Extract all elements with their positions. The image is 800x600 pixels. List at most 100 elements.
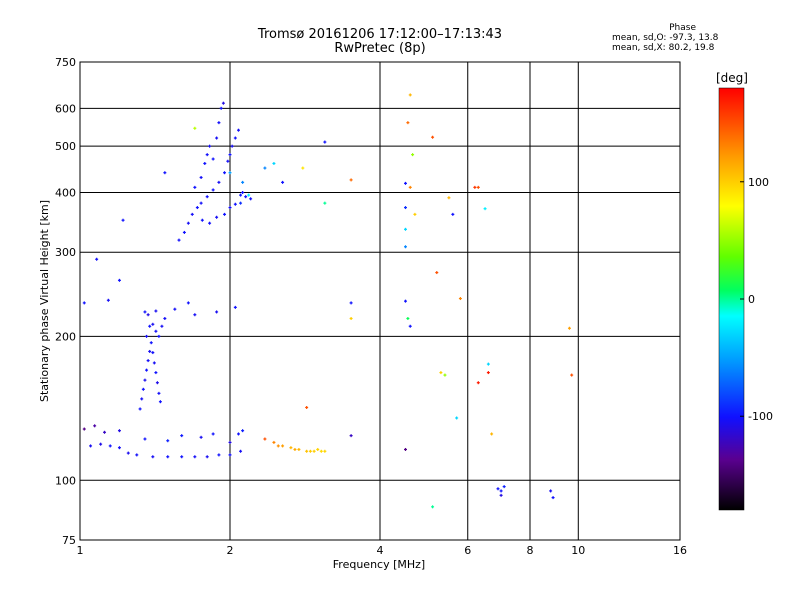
data-point <box>228 453 232 457</box>
data-point <box>458 297 462 301</box>
data-point <box>163 316 167 320</box>
data-point <box>443 373 447 377</box>
x-tick-label: 6 <box>464 544 471 557</box>
data-point <box>323 201 327 205</box>
data-point <box>166 439 170 443</box>
data-point <box>241 180 245 184</box>
y-tick-label: 300 <box>55 246 76 259</box>
data-point <box>272 440 276 444</box>
data-point <box>228 206 232 210</box>
data-point <box>230 144 234 148</box>
y-tick-label: 500 <box>55 140 76 153</box>
data-point <box>228 171 232 175</box>
data-point <box>121 218 125 222</box>
data-point <box>95 257 99 261</box>
data-point <box>570 373 574 377</box>
data-point <box>143 378 147 382</box>
data-point <box>308 449 312 453</box>
data-point <box>160 324 164 328</box>
data-point <box>166 455 170 459</box>
data-point <box>149 341 153 345</box>
data-point <box>158 400 162 404</box>
data-point <box>228 440 232 444</box>
data-point <box>435 271 439 275</box>
data-point <box>413 212 417 216</box>
data-point <box>199 435 203 439</box>
y-tick-label: 75 <box>62 534 76 547</box>
data-point <box>117 429 121 433</box>
data-point <box>135 453 139 457</box>
y-tick-label: 200 <box>55 330 76 343</box>
colorbar-tick-label: 100 <box>748 176 769 189</box>
axis-labels: 1 2 4 6 8 10 16 75 100 200 300 400 500 600 750 <box>55 56 687 557</box>
data-point <box>203 161 207 165</box>
data-point <box>263 166 267 170</box>
data-point <box>145 334 149 338</box>
data-point <box>200 218 204 222</box>
colorbar-ticks: 100 0 -100 <box>740 176 773 423</box>
data-point <box>151 455 155 459</box>
data-point <box>82 427 86 431</box>
data-points <box>82 93 574 509</box>
data-point <box>411 153 415 157</box>
data-point <box>233 136 237 140</box>
data-point <box>186 221 190 225</box>
data-point <box>236 432 240 436</box>
data-point <box>233 305 237 309</box>
chart-subtitle: RwPretec (8p) <box>334 41 426 56</box>
data-point <box>180 455 184 459</box>
data-point <box>163 171 167 175</box>
data-point <box>403 299 407 303</box>
data-point <box>182 230 186 234</box>
data-point <box>241 429 245 433</box>
data-point <box>215 310 219 314</box>
data-point <box>305 405 309 409</box>
data-point <box>154 329 158 333</box>
data-point <box>152 361 156 365</box>
data-point <box>205 455 209 459</box>
data-point <box>193 126 197 130</box>
data-point <box>349 301 353 305</box>
phase-stat-o: mean, sd,O: -97.3, 13.8 <box>612 33 719 43</box>
data-point <box>349 434 353 438</box>
data-point <box>406 316 410 320</box>
data-point <box>117 278 121 282</box>
plot-frame <box>79 61 681 541</box>
data-point <box>148 324 152 328</box>
data-point <box>138 407 142 411</box>
data-point <box>236 128 240 132</box>
data-point <box>211 432 215 436</box>
y-tick-label: 750 <box>55 56 76 69</box>
data-point <box>499 489 503 493</box>
data-point <box>249 197 253 201</box>
data-point <box>217 121 221 125</box>
data-point <box>217 453 221 457</box>
data-point <box>403 227 407 231</box>
data-point <box>281 444 285 448</box>
data-point <box>349 316 353 320</box>
data-point <box>89 444 93 448</box>
data-point <box>403 245 407 249</box>
data-point <box>301 166 305 170</box>
data-point <box>239 449 243 453</box>
data-point <box>223 171 227 175</box>
data-point <box>154 309 158 313</box>
data-point <box>205 195 209 199</box>
x-tick-label: 10 <box>571 544 585 557</box>
data-point <box>193 455 197 459</box>
grid-layer <box>80 62 680 540</box>
data-point <box>496 487 500 491</box>
data-point <box>146 313 150 317</box>
data-point <box>154 371 158 375</box>
data-point <box>157 334 161 338</box>
data-point <box>408 324 412 328</box>
data-point <box>316 447 320 451</box>
x-tick-label: 4 <box>377 544 384 557</box>
data-point <box>567 326 571 330</box>
data-point <box>228 153 232 157</box>
colorbar <box>718 87 745 511</box>
data-point <box>349 178 353 182</box>
data-point <box>305 449 309 453</box>
data-point <box>103 430 107 434</box>
